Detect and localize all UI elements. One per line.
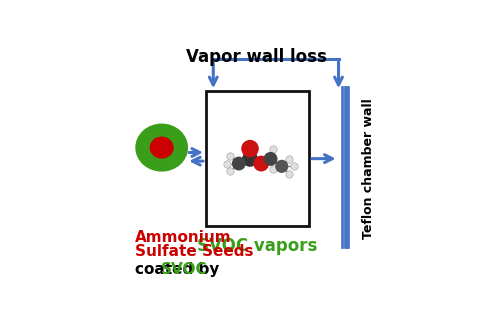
Point [235,161,243,166]
Point [270,167,278,172]
Point [285,171,293,176]
Point [266,156,274,161]
Text: Sulfate Seeds: Sulfate Seeds [134,244,253,259]
Point [246,156,254,161]
Point [226,153,234,159]
Point [226,168,234,174]
Bar [342,87,349,248]
Text: coated by: coated by [134,262,224,277]
Bar [206,91,309,226]
Text: SVOC vapors: SVOC vapors [198,237,318,255]
Point [285,156,293,161]
Point [278,164,285,169]
Point [290,164,298,169]
Point [257,161,265,166]
Ellipse shape [136,124,188,171]
Text: Vapor wall loss: Vapor wall loss [186,48,326,66]
Text: Teflon chamber wall: Teflon chamber wall [362,98,374,239]
Point [222,161,230,166]
Point [270,146,278,151]
Text: SVOC: SVOC [161,262,208,277]
Point [246,146,254,151]
Text: Ammonium: Ammonium [134,230,232,245]
Ellipse shape [150,137,173,158]
